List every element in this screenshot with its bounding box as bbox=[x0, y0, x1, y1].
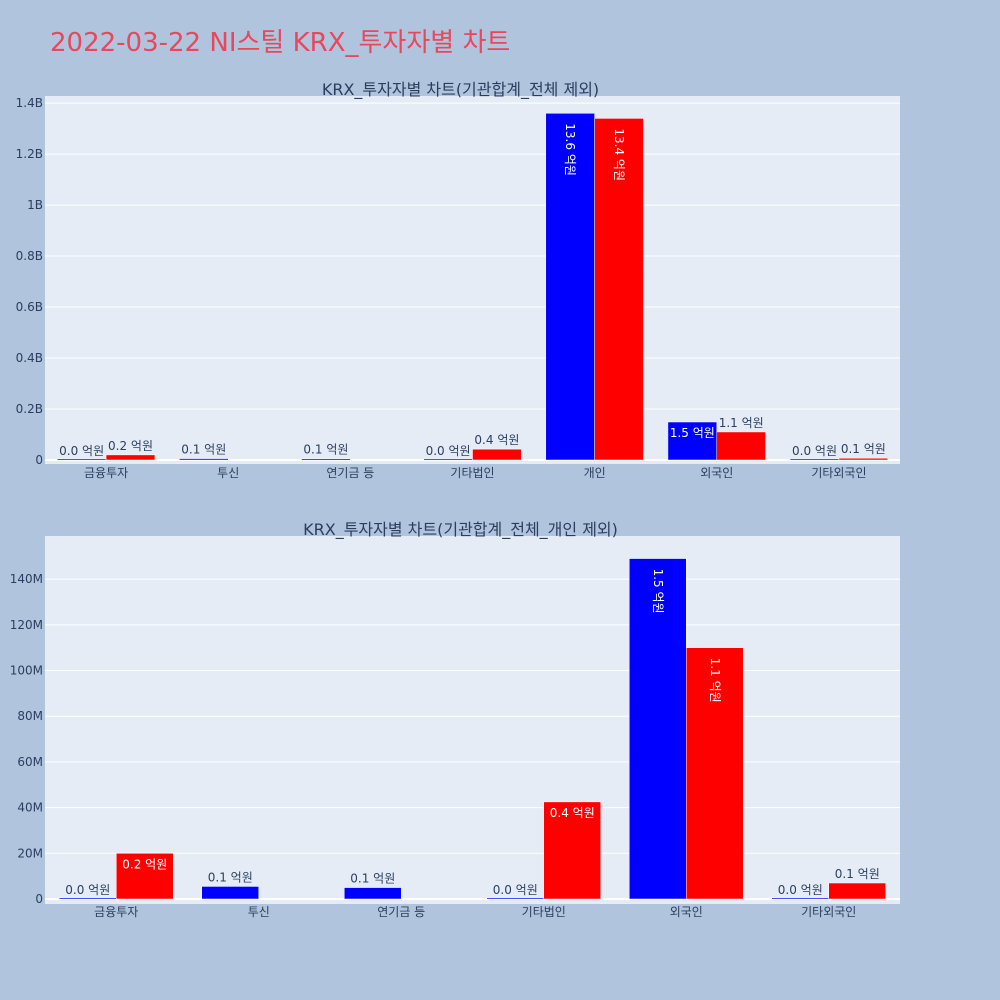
y-tick-label: 0.4B bbox=[16, 351, 43, 365]
y-tick-label: 0 bbox=[35, 453, 43, 467]
data-label: 0.4 억원 bbox=[550, 806, 595, 820]
plot-area bbox=[45, 536, 900, 904]
data-label: 0.1 억원 bbox=[181, 443, 226, 457]
bar bbox=[472, 448, 522, 461]
data-label: 0.1 억원 bbox=[303, 443, 348, 457]
data-label: 1.1 억원 bbox=[708, 658, 722, 703]
bar bbox=[201, 886, 259, 900]
chart-1: 0 0.2B 0.4B 0.6B 0.8B 1B 1.2B 1.4B KRX_투자자별 차트(기… bbox=[16, 80, 900, 480]
bar bbox=[686, 647, 744, 900]
y-tick-label: 1.2B bbox=[16, 147, 43, 161]
y-tick-label: 120M bbox=[10, 618, 43, 632]
data-label: 0.2 억원 bbox=[122, 857, 167, 871]
data-label: 0.0 억원 bbox=[792, 444, 837, 458]
bar bbox=[486, 897, 544, 900]
y-tick-label: 80M bbox=[17, 709, 43, 723]
x-tick-label: 투신 bbox=[217, 466, 239, 480]
x-tick-label: 금융투자 bbox=[84, 466, 128, 480]
bar bbox=[105, 454, 156, 461]
x-tick-label: 투신 bbox=[248, 905, 270, 919]
bar bbox=[59, 897, 117, 900]
bar bbox=[56, 458, 107, 461]
bar bbox=[828, 882, 886, 900]
bar bbox=[543, 801, 601, 900]
data-label: 1.5 억원 bbox=[670, 426, 715, 440]
bar bbox=[771, 897, 829, 900]
x-tick-label: 연기금 등 bbox=[377, 905, 425, 919]
y-tick-label: 0 bbox=[35, 892, 43, 906]
y-tick-label: 1B bbox=[27, 198, 43, 212]
data-label: 0.1 억원 bbox=[208, 870, 253, 884]
x-tick-label: 금융투자 bbox=[94, 905, 138, 919]
x-tick-label: 기타법인 bbox=[522, 905, 566, 919]
data-label: 13.4 억원 bbox=[612, 128, 626, 181]
bar bbox=[344, 887, 402, 900]
x-tick-label: 외국인 bbox=[670, 905, 703, 919]
x-tick-label: 개인 bbox=[584, 466, 606, 480]
data-label: 0.0 억원 bbox=[59, 444, 104, 458]
bar bbox=[301, 458, 351, 461]
y-tick-label: 40M bbox=[17, 801, 43, 815]
bar bbox=[629, 558, 687, 900]
y-tick-label: 100M bbox=[10, 664, 43, 678]
bar bbox=[116, 853, 174, 900]
bar bbox=[545, 113, 595, 461]
data-label: 0.0 억원 bbox=[778, 883, 823, 897]
bar bbox=[594, 118, 644, 461]
data-label: 1.1 억원 bbox=[719, 416, 764, 430]
x-tick-label: 기타법인 bbox=[450, 466, 494, 480]
bar bbox=[716, 431, 766, 461]
bar bbox=[838, 457, 889, 461]
data-label: 0.0 억원 bbox=[65, 883, 110, 897]
x-tick-label: 외국인 bbox=[700, 466, 733, 480]
y-tick-label: 0.6B bbox=[16, 300, 43, 314]
y-tick-label: 0.2B bbox=[16, 402, 43, 416]
data-label: 0.1 억원 bbox=[350, 872, 395, 886]
y-tick-label: 60M bbox=[17, 755, 43, 769]
bar bbox=[423, 458, 473, 461]
y-tick-label: 20M bbox=[17, 846, 43, 860]
plot-area bbox=[45, 96, 900, 464]
bar bbox=[667, 421, 718, 461]
data-label: 1.5 억원 bbox=[651, 569, 665, 614]
data-label: 0.0 억원 bbox=[493, 883, 538, 897]
data-label: 0.0 억원 bbox=[426, 444, 471, 458]
chart-title: KRX_투자자별 차트(기관합계_전체_개인 제외) bbox=[303, 520, 618, 540]
bar bbox=[789, 458, 840, 461]
data-label: 0.1 억원 bbox=[835, 867, 880, 881]
y-tick-label: 1.4B bbox=[16, 96, 43, 110]
data-label: 13.6 억원 bbox=[563, 123, 577, 176]
x-tick-label: 연기금 등 bbox=[326, 466, 374, 480]
y-tick-label: 0.8B bbox=[16, 249, 43, 263]
y-tick-label: 140M bbox=[10, 572, 43, 586]
x-tick-label: 기타외국인 bbox=[801, 905, 856, 919]
page-title: 2022-03-22 NI스틸 KRX_투자자별 차트 bbox=[50, 28, 511, 58]
x-tick-label: 기타외국인 bbox=[811, 466, 866, 480]
data-label: 0.2 억원 bbox=[108, 439, 153, 453]
chart-title: KRX_투자자별 차트(기관합계_전체 제외) bbox=[322, 80, 599, 100]
chart-2: 0 20M 40M 60M 80M 100M 120M 140M KRX_투자자별 차트(기관합… bbox=[10, 520, 900, 919]
data-label: 0.4 억원 bbox=[474, 433, 519, 447]
bar bbox=[179, 458, 229, 461]
data-label: 0.1 억원 bbox=[841, 442, 886, 456]
